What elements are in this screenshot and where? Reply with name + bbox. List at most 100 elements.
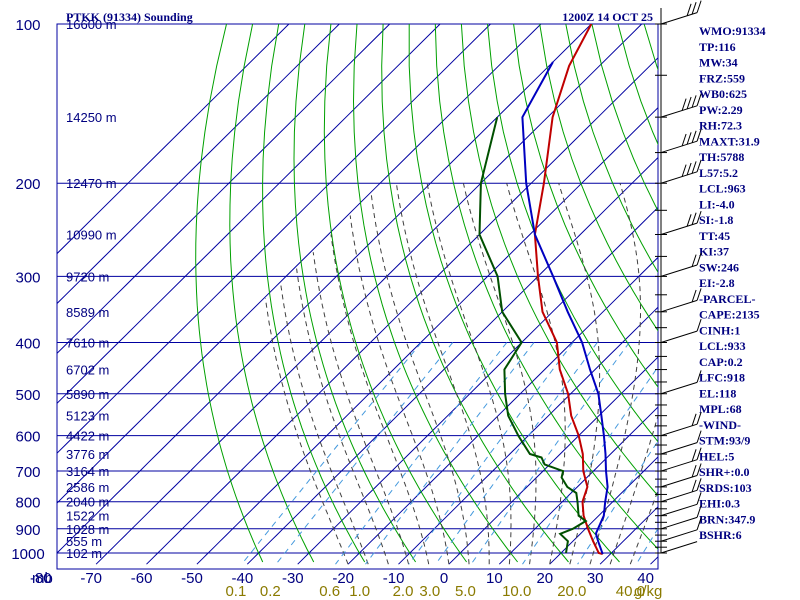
pressure-label: 500 xyxy=(15,387,40,404)
isotherm-line xyxy=(448,356,658,565)
wind-barb-flag xyxy=(696,412,702,425)
mixing-ratio-line xyxy=(335,342,508,565)
mixing-ratio-line xyxy=(408,342,574,565)
wind-barb-flag xyxy=(696,447,702,460)
temperature-tick-label: -70 xyxy=(80,570,102,587)
wind-barb-flag xyxy=(696,517,702,530)
wind-barb-flag xyxy=(686,162,692,176)
chart-title: PTKK (91334) Sounding xyxy=(66,10,193,24)
wind-barb-flag xyxy=(696,318,702,332)
mixing-ratio-label: 5.0 xyxy=(455,583,476,600)
temperature-tick-label: -50 xyxy=(181,570,203,587)
dry-adiabat-line xyxy=(352,24,518,563)
wind-barb-flag xyxy=(691,479,697,493)
index-value: LFC:918 xyxy=(699,371,745,385)
wind-barb xyxy=(660,529,698,542)
mixing-ratio-label: 10.0 xyxy=(502,583,531,600)
moist-adiabat-line xyxy=(506,183,566,565)
index-value: SRDS:103 xyxy=(699,481,752,495)
pressure-label: 700 xyxy=(15,464,40,481)
isotherm-line xyxy=(57,24,592,554)
wind-barb-flag xyxy=(696,370,702,383)
moist-adiabat-line xyxy=(426,183,512,565)
index-value: WB0:625 xyxy=(699,87,747,101)
height-label: 16600 m xyxy=(66,17,117,32)
wind-barb xyxy=(660,12,698,25)
wind-barb-flag xyxy=(696,463,702,476)
index-value: -WIND- xyxy=(699,418,741,432)
index-value: EI:-2.8 xyxy=(699,276,735,290)
temperature-tick-label: 20 xyxy=(536,570,553,587)
wind-barb-flag xyxy=(691,161,697,174)
dry-adiabat-line xyxy=(775,24,800,562)
temperature-tick-label: -10 xyxy=(383,570,405,587)
height-label: 4422 m xyxy=(66,429,109,444)
pressure-label: 900 xyxy=(15,522,40,539)
dry-adiabat-line xyxy=(513,24,658,388)
wind-barb-flag xyxy=(691,212,697,225)
index-value: MAXT:31.9 xyxy=(699,134,760,148)
moist-adiabat-line xyxy=(395,183,490,565)
wind-barb-flag xyxy=(686,132,692,145)
wind-barb xyxy=(660,171,698,184)
temperature-tick-label: 0 xyxy=(440,570,448,587)
index-value: SHR+:0.0 xyxy=(699,465,750,479)
dry-adiabat-line xyxy=(434,24,658,550)
series-layer xyxy=(478,24,609,556)
wind-barb-flag xyxy=(691,130,697,143)
dry-adiabat-line xyxy=(262,24,366,563)
height-label: 3164 m xyxy=(66,464,109,479)
temperature-tick-label: 30 xyxy=(587,570,604,587)
index-value: SI:-1.8 xyxy=(699,213,733,227)
isotherm-line xyxy=(196,106,658,565)
wind-barb xyxy=(660,503,698,517)
isotherm-line xyxy=(57,24,391,355)
index-value: TH:5788 xyxy=(699,150,744,164)
wind-barb-flag xyxy=(696,505,702,518)
index-value: BSHR:6 xyxy=(699,528,742,542)
dry-adiabat-line xyxy=(195,24,264,563)
wind-barbs xyxy=(655,0,702,554)
wind-barb xyxy=(660,105,698,118)
wind-barb xyxy=(660,489,698,503)
height-label: 2586 m xyxy=(66,480,109,495)
height-label: 12470 m xyxy=(66,176,117,191)
dry-adiabat-line xyxy=(749,24,800,562)
mixing-ratio-label: 1.0 xyxy=(349,583,370,600)
temperature-tick-label: -20 xyxy=(332,570,354,587)
mixing-ratio-unit: g/kg xyxy=(634,583,662,600)
index-value: LCL:963 xyxy=(699,182,746,196)
dry-adiabat-line xyxy=(293,24,417,563)
labels-layer: 0.1 0.2 0.6 1.0 2.0 3.0 5.0 10.0 20.0 40.0g/kg100… xyxy=(11,17,765,600)
mixing-ratio-line xyxy=(635,527,658,565)
plot-area xyxy=(56,23,659,570)
moist-adiabat-line xyxy=(349,215,450,565)
mixing-ratio-line xyxy=(522,366,658,565)
index-value: WMO:91334 xyxy=(699,24,766,38)
index-value: CINH:1 xyxy=(699,323,740,337)
wind-barb xyxy=(660,442,698,455)
index-value: FRZ:559 xyxy=(699,71,745,85)
index-value: LI:-4.0 xyxy=(699,197,735,211)
wind-barb-flag xyxy=(696,93,702,106)
wind-barb-flag xyxy=(681,98,687,111)
index-value: MW:34 xyxy=(699,56,738,70)
moist-adiabat-line xyxy=(330,234,430,565)
isotherm-line xyxy=(498,406,658,565)
pressure-label: 1000 xyxy=(11,546,44,563)
temperature-tick-label: -40 xyxy=(232,570,254,587)
dry-adiabat-line xyxy=(565,24,658,274)
index-value: EHI:0.3 xyxy=(699,497,740,511)
pressure-label: 600 xyxy=(15,429,40,446)
moist-adiabat-line xyxy=(312,252,410,565)
moist-adiabat-line xyxy=(370,194,470,565)
isotherm-line xyxy=(146,57,658,565)
wind-barb xyxy=(660,140,698,154)
index-value: CAP:0.2 xyxy=(699,355,743,369)
dry-adiabat-line xyxy=(460,24,658,497)
wind-barb-flag xyxy=(691,464,697,478)
index-value: EL:118 xyxy=(699,386,736,400)
wind-barb-flag xyxy=(696,210,702,224)
mixing-ratio-label: 20.0 xyxy=(557,583,586,600)
index-value: -PARCEL- xyxy=(699,292,755,306)
